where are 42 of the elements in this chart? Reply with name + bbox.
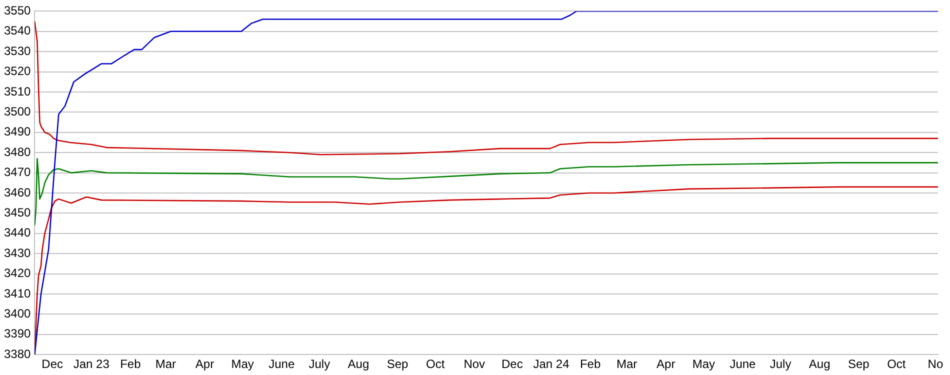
y-tick-label: 3440 xyxy=(4,226,32,240)
x-tick-label: May xyxy=(231,357,254,372)
y-tick-label: 3540 xyxy=(4,24,32,38)
x-tick-label: Feb xyxy=(580,357,601,372)
y-tick-label: 3450 xyxy=(4,206,32,220)
y-tick-label: 3500 xyxy=(4,104,32,119)
x-tick-label: Apr xyxy=(195,357,214,372)
x-tick-label: Sep xyxy=(386,357,409,372)
y-tick-label: 3410 xyxy=(4,286,32,300)
x-tick-label: Aug xyxy=(348,357,370,372)
y-tick-label: 3460 xyxy=(4,185,32,200)
x-tick-label: Oct xyxy=(887,357,906,372)
x-tick-label: June xyxy=(268,357,295,372)
x-tick-label: Mar xyxy=(616,357,638,372)
x-tick-label: Aug xyxy=(808,357,830,372)
y-tick-label: 3520 xyxy=(4,64,32,78)
y-tick-label: 3380 xyxy=(4,346,32,361)
x-tick-label: June xyxy=(730,357,756,372)
y-tick-label: 3400 xyxy=(4,306,32,321)
y-tick-label: 3480 xyxy=(4,144,32,159)
x-tick-label: Dec xyxy=(502,357,523,372)
x-tick-label: Sep xyxy=(848,357,870,372)
y-tick-label: 3390 xyxy=(4,326,32,341)
x-tick-label: Dec xyxy=(42,357,64,372)
y-tick-label: 3430 xyxy=(4,246,32,260)
x-tick-label: Oct xyxy=(426,357,446,372)
x-tick-label: Nov xyxy=(464,357,486,372)
x-tick-label: July xyxy=(308,357,330,372)
y-tick-label: 3510 xyxy=(4,84,32,98)
x-tick-label: Apr xyxy=(656,357,676,372)
x-tick-label: No xyxy=(928,357,944,372)
x-tick-label: Jan 24 xyxy=(533,357,570,372)
y-tick-label: 3530 xyxy=(4,44,32,58)
y-tick-label: 3470 xyxy=(4,165,32,180)
y-tick-label: 3420 xyxy=(4,266,32,280)
x-tick-label: Mar xyxy=(155,357,176,372)
x-tick-label: May xyxy=(692,357,716,372)
x-tick-label: Feb xyxy=(120,357,142,372)
x-tick-label: July xyxy=(770,357,792,372)
y-tick-label: 3490 xyxy=(4,124,32,139)
x-tick-label: Jan 23 xyxy=(73,357,110,372)
y-tick-label: 3550 xyxy=(4,4,32,18)
